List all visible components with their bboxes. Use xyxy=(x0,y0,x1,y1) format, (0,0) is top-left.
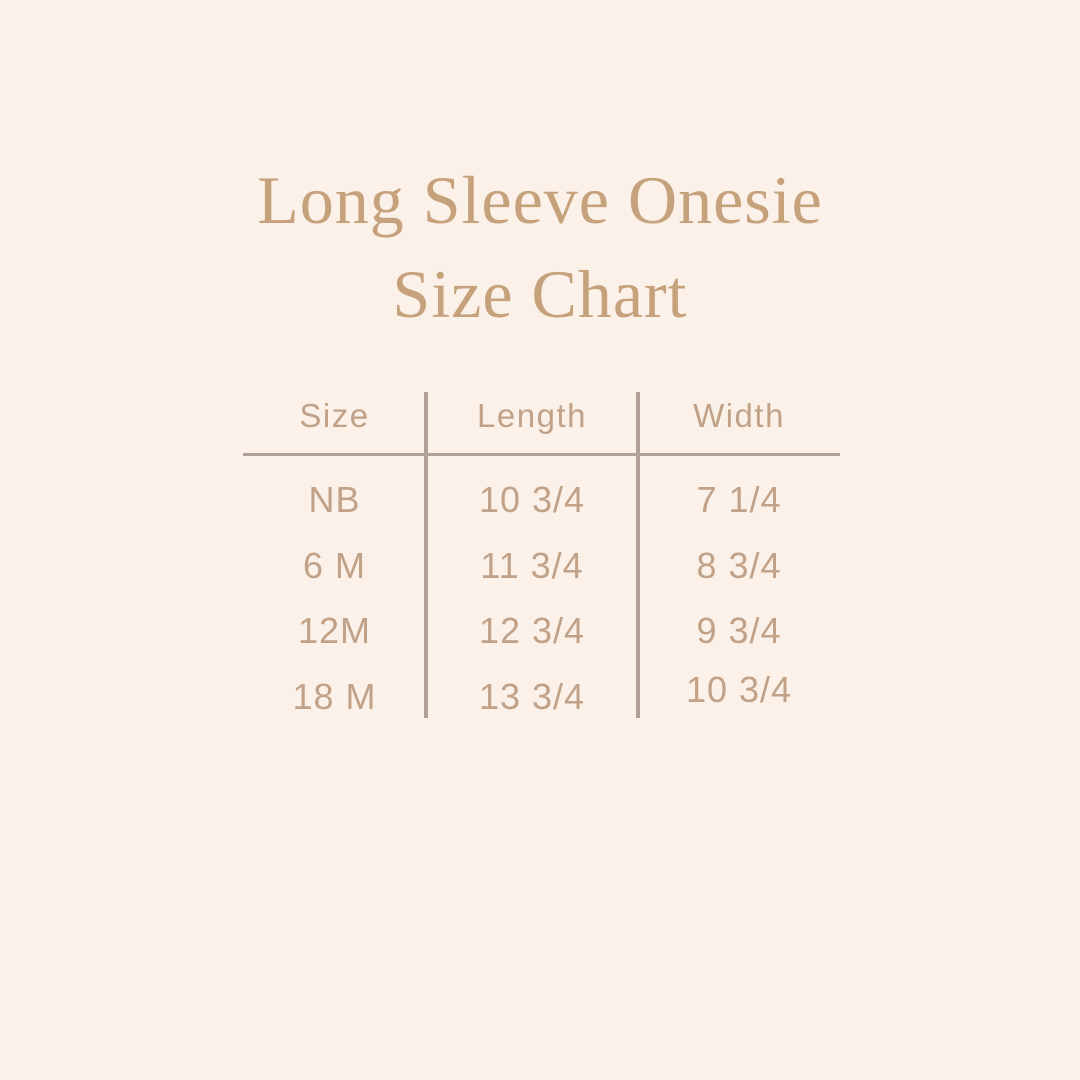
table-row: 12M 12 3/4 9 3/4 xyxy=(243,587,840,653)
header-cell-width: Width xyxy=(693,396,785,434)
table-cell: 7 1/4 xyxy=(696,478,782,520)
header-divider xyxy=(243,453,840,456)
column-divider xyxy=(636,392,640,718)
table-cell: 12M xyxy=(297,610,372,652)
table-header: Size Length Width xyxy=(243,392,840,455)
page-title: Long Sleeve Onesie Size Chart xyxy=(0,153,1080,341)
table-cell: 6 M xyxy=(302,544,366,586)
table-cell: 13 3/4 xyxy=(478,676,586,718)
table-cell: NB xyxy=(308,478,361,520)
table-row: 18 M 13 3/4 10 3/4 xyxy=(243,652,840,718)
title-line-2: Size Chart xyxy=(392,256,688,332)
table-cell: 12 3/4 xyxy=(478,610,586,652)
table-body: NB 10 3/4 7 1/4 6 M 11 3/4 8 3/4 12M 12 3/4 9 3/… xyxy=(243,455,840,718)
table-cell: 11 3/4 xyxy=(480,544,584,586)
title-line-1: Long Sleeve Onesie xyxy=(257,162,823,238)
header-cell-length: Length xyxy=(477,396,587,434)
table-cell: 10 3/4 xyxy=(478,478,586,520)
table-row: NB 10 3/4 7 1/4 xyxy=(243,455,840,521)
header-cell-size: Size xyxy=(299,396,370,434)
table-cell: 8 3/4 xyxy=(696,544,782,586)
table-row: 6 M 11 3/4 8 3/4 xyxy=(243,521,840,587)
table-cell: 18 M xyxy=(292,676,377,718)
column-divider xyxy=(424,392,428,718)
table-cell: 9 3/4 xyxy=(696,610,782,652)
table-cell: 10 3/4 xyxy=(685,669,793,711)
size-table: Size Length Width NB 10 3/4 7 1/4 6 M 11 3/4 8 … xyxy=(243,392,840,718)
